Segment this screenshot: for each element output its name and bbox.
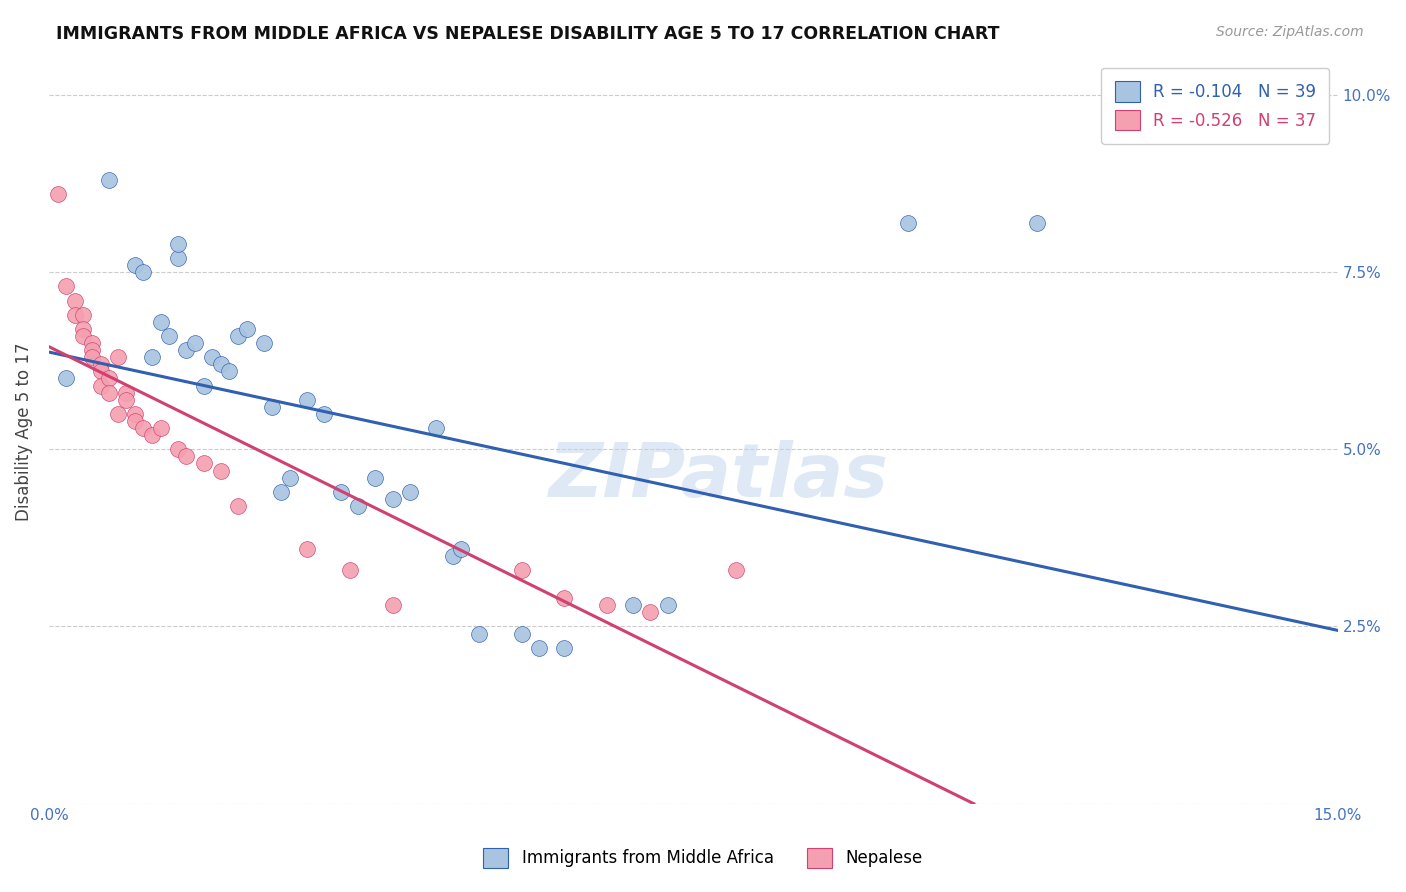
Point — [89, 357, 111, 371]
Point — [72, 308, 94, 322]
Point — [897, 216, 920, 230]
Point — [124, 258, 146, 272]
Point — [55, 371, 77, 385]
Point — [80, 350, 103, 364]
Point — [209, 357, 232, 371]
Point — [441, 549, 464, 563]
Point — [149, 315, 172, 329]
Point — [725, 563, 748, 577]
Point — [193, 457, 215, 471]
Point — [235, 322, 257, 336]
Point — [201, 350, 224, 364]
Point — [98, 173, 121, 187]
Point — [381, 491, 404, 506]
Point — [218, 364, 240, 378]
Point — [295, 541, 318, 556]
Point — [510, 563, 533, 577]
Point — [141, 428, 163, 442]
Point — [347, 499, 370, 513]
Point — [553, 591, 575, 606]
Point — [398, 484, 420, 499]
Point — [132, 265, 155, 279]
Point — [107, 407, 129, 421]
Legend: Immigrants from Middle Africa, Nepalese: Immigrants from Middle Africa, Nepalese — [477, 841, 929, 875]
Point — [657, 598, 679, 612]
Point — [149, 421, 172, 435]
Point — [510, 626, 533, 640]
Point — [115, 385, 138, 400]
Point — [166, 236, 188, 251]
Point — [124, 414, 146, 428]
Point — [89, 364, 111, 378]
Point — [450, 541, 472, 556]
Point — [63, 293, 86, 308]
Point — [157, 329, 180, 343]
Point — [98, 371, 121, 385]
Point — [115, 392, 138, 407]
Point — [176, 343, 198, 358]
Point — [553, 640, 575, 655]
Point — [55, 279, 77, 293]
Point — [527, 640, 550, 655]
Point — [80, 336, 103, 351]
Point — [1026, 216, 1049, 230]
Point — [141, 350, 163, 364]
Point — [253, 336, 276, 351]
Point — [63, 308, 86, 322]
Point — [295, 392, 318, 407]
Legend: R = -0.104   N = 39, R = -0.526   N = 37: R = -0.104 N = 39, R = -0.526 N = 37 — [1101, 68, 1330, 144]
Point — [262, 400, 284, 414]
Y-axis label: Disability Age 5 to 17: Disability Age 5 to 17 — [15, 343, 32, 521]
Point — [278, 471, 301, 485]
Point — [640, 605, 662, 619]
Point — [72, 322, 94, 336]
Point — [270, 484, 292, 499]
Point — [339, 563, 361, 577]
Point — [176, 450, 198, 464]
Text: ZIPatlas: ZIPatlas — [550, 440, 889, 513]
Point — [89, 378, 111, 392]
Point — [209, 464, 232, 478]
Point — [467, 626, 489, 640]
Point — [166, 442, 188, 457]
Point — [193, 378, 215, 392]
Point — [381, 598, 404, 612]
Point — [312, 407, 335, 421]
Point — [330, 484, 353, 499]
Point — [596, 598, 619, 612]
Point — [621, 598, 644, 612]
Point — [72, 329, 94, 343]
Point — [364, 471, 387, 485]
Point — [46, 187, 69, 202]
Point — [107, 350, 129, 364]
Point — [226, 499, 249, 513]
Point — [80, 343, 103, 358]
Point — [184, 336, 207, 351]
Point — [425, 421, 447, 435]
Point — [124, 407, 146, 421]
Point — [132, 421, 155, 435]
Text: Source: ZipAtlas.com: Source: ZipAtlas.com — [1216, 25, 1364, 39]
Point — [166, 251, 188, 265]
Point — [226, 329, 249, 343]
Point — [98, 385, 121, 400]
Text: IMMIGRANTS FROM MIDDLE AFRICA VS NEPALESE DISABILITY AGE 5 TO 17 CORRELATION CHA: IMMIGRANTS FROM MIDDLE AFRICA VS NEPALES… — [56, 25, 1000, 43]
